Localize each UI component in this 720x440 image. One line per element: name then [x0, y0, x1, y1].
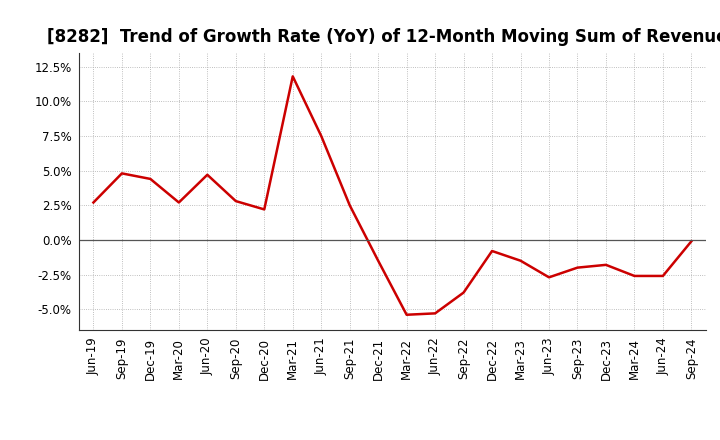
Title: [8282]  Trend of Growth Rate (YoY) of 12-Month Moving Sum of Revenues: [8282] Trend of Growth Rate (YoY) of 12-… — [48, 28, 720, 46]
